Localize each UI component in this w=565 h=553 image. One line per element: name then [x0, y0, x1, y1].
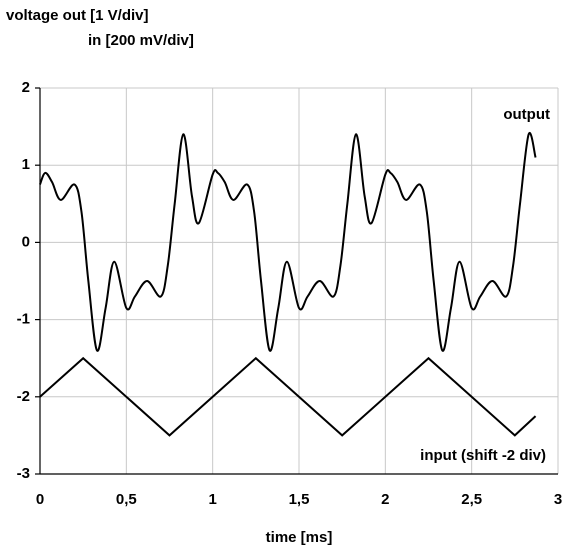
series-label: input (shift -2 div) — [420, 447, 546, 464]
x-tick-label: 1,5 — [289, 491, 310, 508]
x-tick-label: 0,5 — [116, 491, 137, 508]
series-line — [39, 356, 537, 437]
x-tick-label: 3 — [554, 491, 562, 508]
series-label: output — [503, 106, 550, 123]
y-tick-label: 1 — [22, 156, 30, 173]
x-tick-label: 2,5 — [461, 491, 482, 508]
y-tick-label: -2 — [17, 388, 30, 405]
x-tick-label: 0 — [36, 491, 44, 508]
y-tick-label: -1 — [17, 311, 30, 328]
y-axis-label: voltage out [1 V/div] — [6, 7, 149, 24]
y-tick-label: -3 — [17, 465, 30, 482]
y-tick-label: 2 — [22, 79, 30, 96]
y-tick-label: 0 — [22, 233, 30, 250]
x-tick-label: 2 — [381, 491, 389, 508]
series-line — [39, 131, 537, 352]
y-axis-label-2: in [200 mV/div] — [88, 32, 194, 49]
x-axis-label: time [ms] — [266, 529, 333, 546]
x-tick-label: 1 — [208, 491, 216, 508]
